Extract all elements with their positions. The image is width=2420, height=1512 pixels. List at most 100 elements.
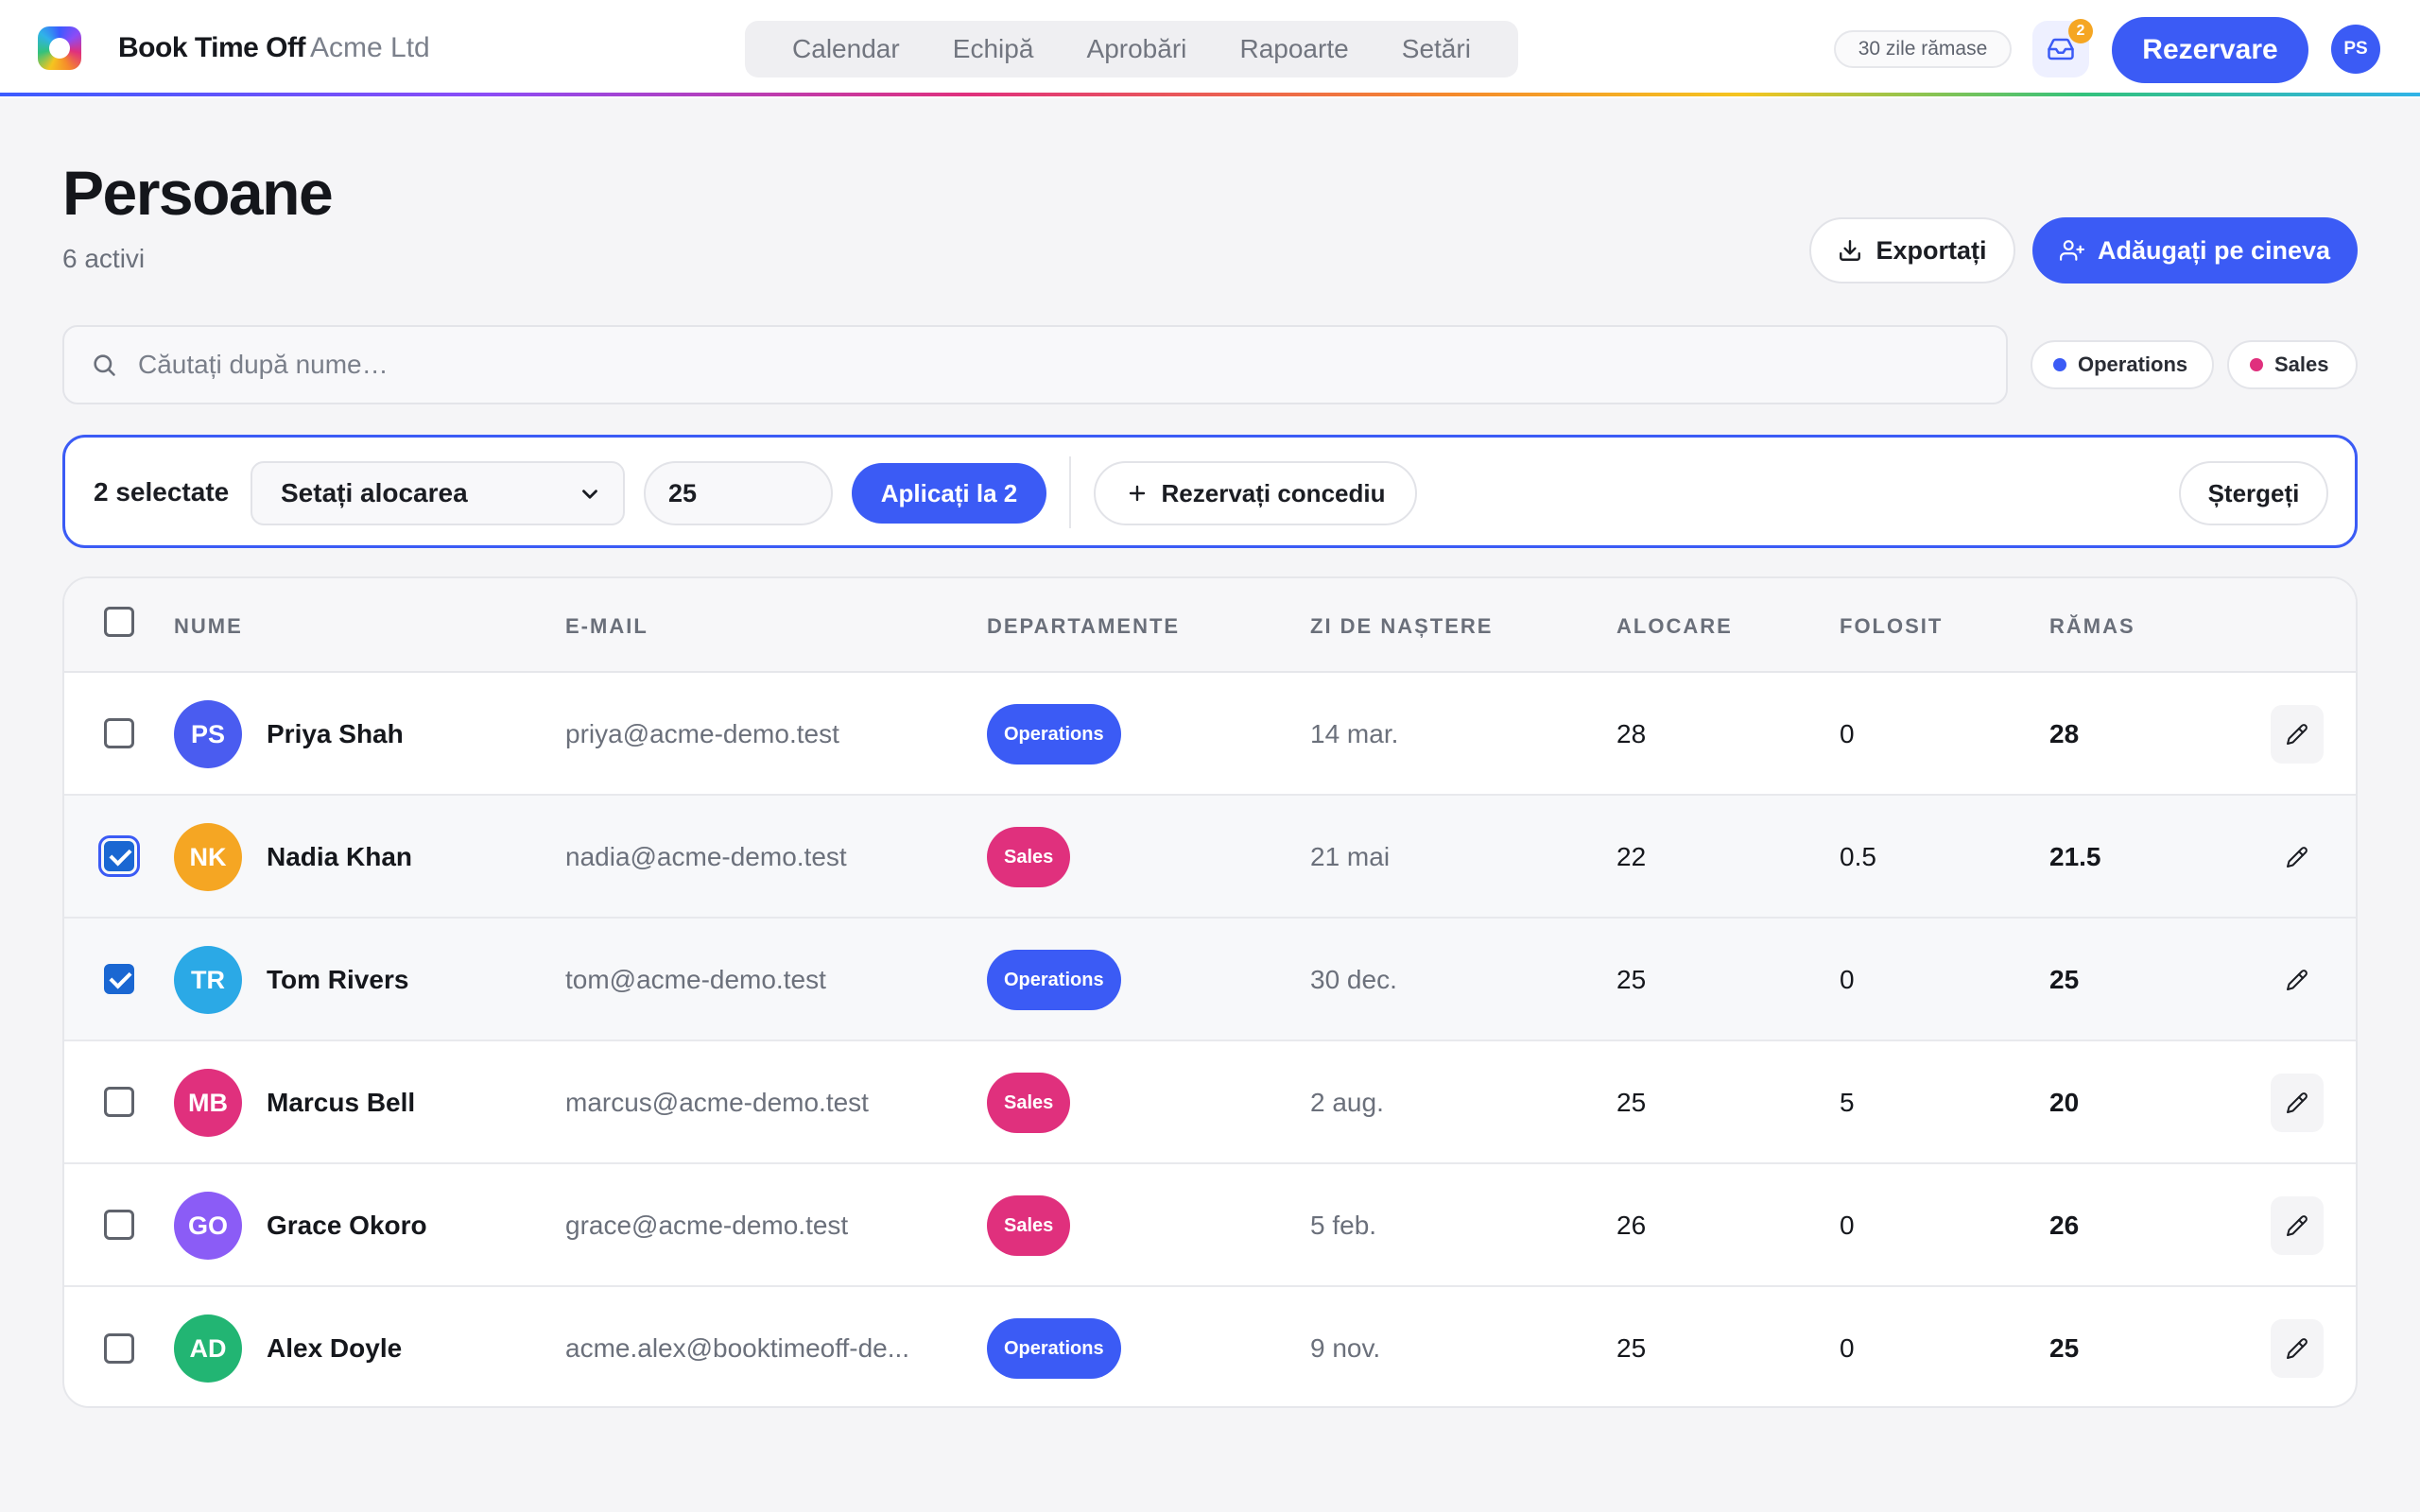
table-row[interactable]: PS Priya Shah priya@acme-demo.test Operatio… [64,673,2356,796]
allocation-value: 26 [1616,1211,1647,1240]
person-name[interactable]: Marcus Bell [267,1088,416,1117]
main-nav: Calendar Echipă Aprobări Rapoarte Setări [745,21,1518,77]
department-badge: Operations [987,1318,1121,1379]
nav-item-approvals[interactable]: Aprobări [1086,34,1187,63]
export-label: Exportați [1876,235,1987,265]
export-button[interactable]: Exportați [1809,217,2015,284]
top-bar: Book Time Off Acme Ltd Calendar Echipă A… [0,0,2420,98]
column-header-email[interactable]: E-mail [565,614,648,638]
organization-name: Acme Ltd [310,32,430,63]
people-table: Nume E-mail Departamente Zi de naștere A… [62,576,2358,1408]
column-header-name[interactable]: Nume [174,614,243,638]
table-row[interactable]: AD Alex Doyle acme.alex@booktimeoff-de... O… [64,1287,2356,1406]
table-row[interactable]: MB Marcus Bell marcus@acme-demo.test Sales 2… [64,1041,2356,1164]
remaining-value: 21.5 [2049,842,2101,871]
nav-item-settings[interactable]: Setări [1401,34,1471,63]
avatar: AD [174,1314,242,1383]
used-value: 5 [1840,1088,1855,1117]
search-box [62,325,2008,404]
filter-chip-sales[interactable]: Sales [2227,340,2358,389]
page-title: Persoane [62,158,334,228]
filter-chip-label: Operations [2078,352,2188,376]
avatar: NK [174,823,242,891]
clear-selection-button[interactable]: Ștergeți [2179,461,2328,525]
inbox-button[interactable]: 2 [2032,19,2093,77]
user-avatar[interactable]: PS [2331,25,2380,74]
column-header-departments[interactable]: Departamente [987,614,1181,638]
row-select-checkbox[interactable] [98,835,140,877]
person-name[interactable]: Tom Rivers [267,965,409,994]
nav-item-reports[interactable]: Rapoarte [1239,34,1349,63]
used-value: 0.5 [1840,842,1876,871]
row-select-checkbox[interactable] [104,1333,134,1364]
chevron-down-icon [582,490,597,499]
edit-person-button[interactable] [2271,1074,2324,1132]
search-input[interactable] [138,350,1934,380]
filter-chip-operations[interactable]: Operations [2031,340,2214,389]
row-select-checkbox[interactable] [104,1210,134,1240]
book-button[interactable]: Rezervare [2112,17,2308,83]
row-select-checkbox[interactable] [104,964,134,994]
remaining-value: 28 [2049,719,2080,748]
row-select-checkbox[interactable] [104,1087,134,1117]
department-badge: Sales [987,827,1071,887]
header-accent-line [0,93,2420,96]
column-header-used[interactable]: Folosit [1840,614,1944,638]
department-badge: Operations [987,950,1121,1010]
edit-person-button[interactable] [2271,828,2324,886]
used-value: 0 [1840,719,1855,748]
person-email: priya@acme-demo.test [565,719,839,748]
person-name[interactable]: Nadia Khan [267,842,413,871]
table-row[interactable]: NK Nadia Khan nadia@acme-demo.test Sales 21 … [64,796,2356,919]
add-person-button[interactable]: Adăugați pe cineva [2032,217,2358,284]
nav-item-calendar[interactable]: Calendar [792,34,900,63]
avatar: MB [174,1069,242,1137]
user-plus-icon [2059,240,2084,261]
bulk-action-value: Setați alocarea [281,478,468,507]
download-icon [1840,240,1861,261]
days-left-badge: 30 zile rămase [1834,30,2012,68]
edit-person-button[interactable] [2271,705,2324,764]
allocation-value: 28 [1616,719,1647,748]
bulk-action-select[interactable]: Setați alocarea [251,461,625,525]
edit-person-button[interactable] [2271,951,2324,1009]
birthday-value: 30 dec. [1310,965,1397,994]
remaining-value: 20 [2049,1088,2080,1117]
selected-count: 2 selectate [94,477,230,507]
table-row[interactable]: GO Grace Okoro grace@acme-demo.test Sales 5 … [64,1164,2356,1287]
search-icon [94,354,115,376]
person-name[interactable]: Priya Shah [267,719,404,748]
person-name[interactable]: Grace Okoro [267,1211,427,1240]
department-badge: Sales [987,1073,1071,1133]
row-select-checkbox[interactable] [104,718,134,748]
app-brand: Book Time Off [118,32,305,63]
birthday-value: 9 nov. [1310,1333,1381,1363]
column-header-birthday[interactable]: Zi de naștere [1310,614,1494,638]
column-header-remaining[interactable]: Rămas [2049,614,2135,638]
allocation-input[interactable] [644,461,833,525]
person-name[interactable]: Alex Doyle [267,1333,403,1363]
birthday-value: 14 mar. [1310,719,1399,748]
remaining-value: 26 [2049,1211,2080,1240]
book-leave-button[interactable]: Rezervați concediu [1094,461,1417,525]
select-all-checkbox[interactable] [104,607,134,637]
plus-icon [1129,485,1145,502]
pencil-icon [2287,1092,2308,1113]
used-value: 0 [1840,965,1855,994]
avatar: PS [174,700,242,768]
person-email: marcus@acme-demo.test [565,1088,869,1117]
operations-color-dot [2053,358,2066,371]
pencil-icon [2287,970,2308,990]
edit-person-button[interactable] [2271,1196,2324,1255]
column-header-allocation[interactable]: Alocare [1616,614,1733,638]
allocation-value: 25 [1616,965,1647,994]
add-person-label: Adăugați pe cineva [2097,235,2331,265]
birthday-value: 21 mai [1310,842,1391,871]
nav-item-team[interactable]: Echipă [952,34,1034,63]
sales-color-dot [2250,358,2263,371]
edit-person-button[interactable] [2271,1319,2324,1378]
inbox-count-badge: 2 [2068,19,2093,43]
table-row[interactable]: TR Tom Rivers tom@acme-demo.test Operations… [64,919,2356,1041]
apply-button[interactable]: Aplicați la 2 [852,463,1046,524]
app-logo-icon[interactable] [38,26,81,70]
